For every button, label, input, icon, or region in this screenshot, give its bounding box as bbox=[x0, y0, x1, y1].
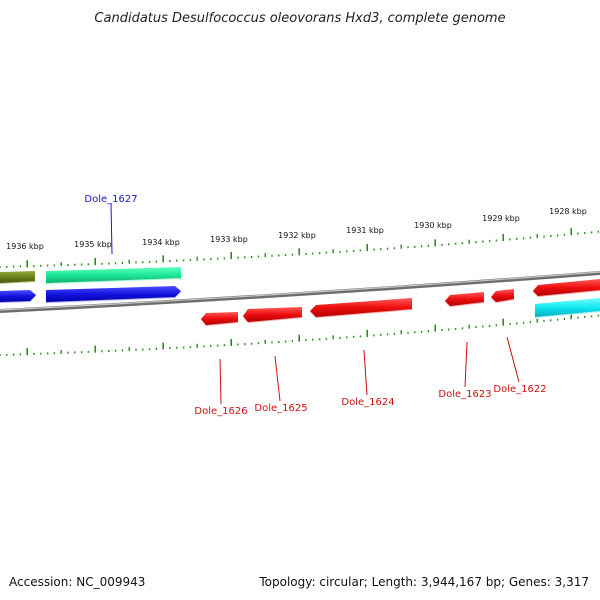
genome-backbone-highlight bbox=[0, 271, 600, 311]
gene-dole-1627[interactable] bbox=[46, 286, 181, 303]
forward-gene-red-right[interactable] bbox=[533, 279, 600, 297]
page-title: Candidatus Desulfococcus oleovorans Hxd3… bbox=[94, 11, 505, 26]
gene-dole-1623-label: Dole_1623 bbox=[438, 389, 491, 400]
gene-dole-1624-leader bbox=[363, 349, 368, 396]
forward-gene-olive[interactable] bbox=[0, 271, 35, 284]
gene-dole-1625-label: Dole_1625 bbox=[254, 403, 307, 414]
forward-gene-cyan-right[interactable] bbox=[535, 298, 600, 318]
tick-label-1935: 1935 kbp bbox=[74, 240, 112, 249]
tick-label-1930: 1930 kbp bbox=[414, 221, 452, 230]
gene-dole-1622[interactable] bbox=[491, 289, 514, 303]
gene-dole-1624-label: Dole_1624 bbox=[341, 397, 394, 408]
forward-gene-teal[interactable] bbox=[46, 267, 181, 284]
upper-scale bbox=[0, 228, 600, 268]
genome-backbone bbox=[0, 271, 600, 313]
tick-label-1929: 1929 kbp bbox=[482, 214, 520, 223]
tick-label-1928: 1928 kbp bbox=[549, 207, 587, 216]
forward-gene-blue-left[interactable] bbox=[0, 290, 36, 303]
gene-dole-1627-label: Dole_1627 bbox=[84, 194, 137, 205]
accession-text: Accession: NC_009943 bbox=[9, 575, 146, 589]
gene-dole-1624[interactable] bbox=[310, 298, 412, 318]
tick-label-1931: 1931 kbp bbox=[346, 226, 384, 235]
tick-label-1936: 1936 kbp bbox=[6, 242, 44, 251]
gene-dole-1622-leader bbox=[506, 336, 520, 383]
lower-scale bbox=[0, 312, 600, 356]
gene-dole-1626-label: Dole_1626 bbox=[194, 406, 247, 417]
gene-dole-1626-leader bbox=[219, 358, 222, 405]
gene-dole-1623-leader bbox=[464, 341, 468, 388]
genome-summary-text: Topology: circular; Length: 3,944,167 bp… bbox=[259, 575, 589, 589]
tick-label-1934: 1934 kbp bbox=[142, 238, 180, 247]
gene-dole-1625[interactable] bbox=[243, 307, 302, 323]
gene-dole-1627-leader bbox=[110, 203, 113, 255]
tick-label-1933: 1933 kbp bbox=[210, 235, 248, 244]
gene-dole-1625-leader bbox=[274, 355, 281, 402]
gene-dole-1622-label: Dole_1622 bbox=[493, 384, 546, 395]
tick-label-1932: 1932 kbp bbox=[278, 231, 316, 240]
gene-dole-1626[interactable] bbox=[201, 312, 238, 326]
gene-dole-1623[interactable] bbox=[445, 292, 484, 307]
